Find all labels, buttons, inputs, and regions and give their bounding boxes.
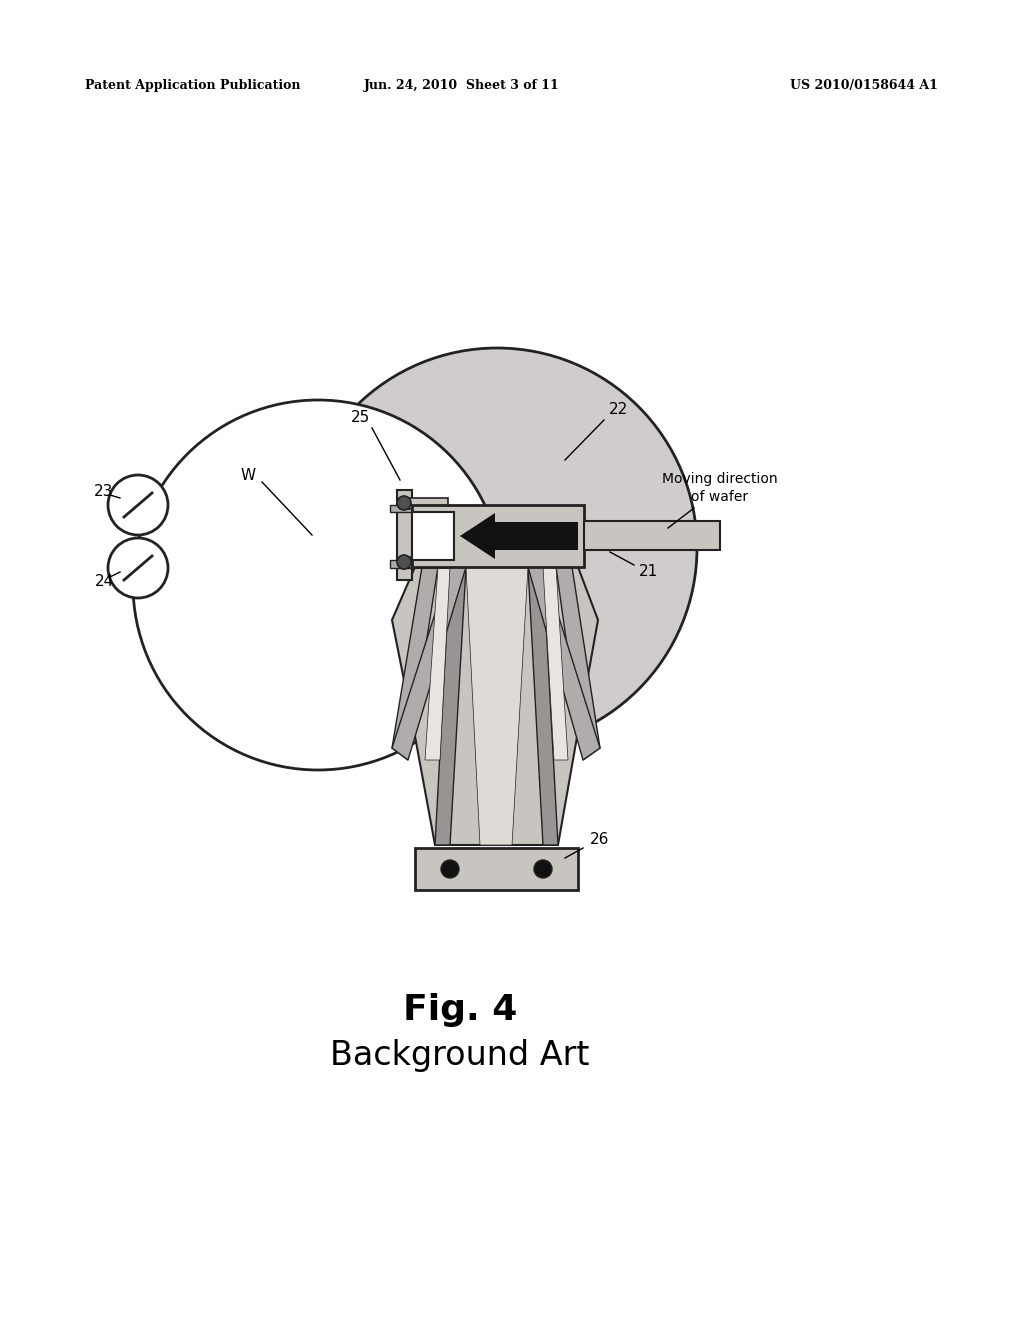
Text: 22: 22	[608, 403, 628, 417]
Circle shape	[108, 539, 168, 598]
Polygon shape	[435, 568, 466, 845]
Circle shape	[133, 400, 503, 770]
Text: Fig. 4: Fig. 4	[402, 993, 517, 1027]
Polygon shape	[556, 568, 600, 760]
Circle shape	[108, 475, 168, 535]
Text: 25: 25	[350, 411, 370, 425]
Bar	[415, 847, 578, 890]
Text: 24: 24	[94, 574, 114, 590]
Polygon shape	[392, 568, 466, 760]
Polygon shape	[425, 568, 450, 760]
Circle shape	[397, 496, 411, 510]
Text: Moving direction
of wafer: Moving direction of wafer	[663, 471, 778, 504]
Polygon shape	[390, 506, 412, 512]
Circle shape	[441, 861, 459, 878]
Polygon shape	[584, 521, 720, 550]
Polygon shape	[404, 498, 449, 510]
Text: Patent Application Publication: Patent Application Publication	[85, 78, 300, 91]
Polygon shape	[543, 568, 568, 760]
Circle shape	[397, 554, 411, 569]
Bar	[412, 512, 454, 560]
Text: Jun. 24, 2010  Sheet 3 of 11: Jun. 24, 2010 Sheet 3 of 11	[365, 78, 560, 91]
Polygon shape	[392, 568, 598, 845]
Polygon shape	[528, 568, 558, 845]
Text: Background Art: Background Art	[331, 1039, 590, 1072]
Polygon shape	[528, 568, 600, 760]
Polygon shape	[466, 568, 528, 845]
FancyArrow shape	[460, 513, 578, 558]
Polygon shape	[404, 557, 449, 568]
Polygon shape	[390, 560, 412, 568]
Circle shape	[534, 861, 552, 878]
Bar	[412, 506, 584, 568]
Text: 26: 26	[590, 833, 609, 847]
Polygon shape	[397, 490, 412, 579]
Text: US 2010/0158644 A1: US 2010/0158644 A1	[791, 78, 938, 91]
Text: 21: 21	[638, 565, 657, 579]
Text: 23: 23	[94, 484, 114, 499]
Circle shape	[297, 348, 697, 748]
Polygon shape	[392, 568, 438, 760]
Text: W: W	[241, 469, 256, 483]
